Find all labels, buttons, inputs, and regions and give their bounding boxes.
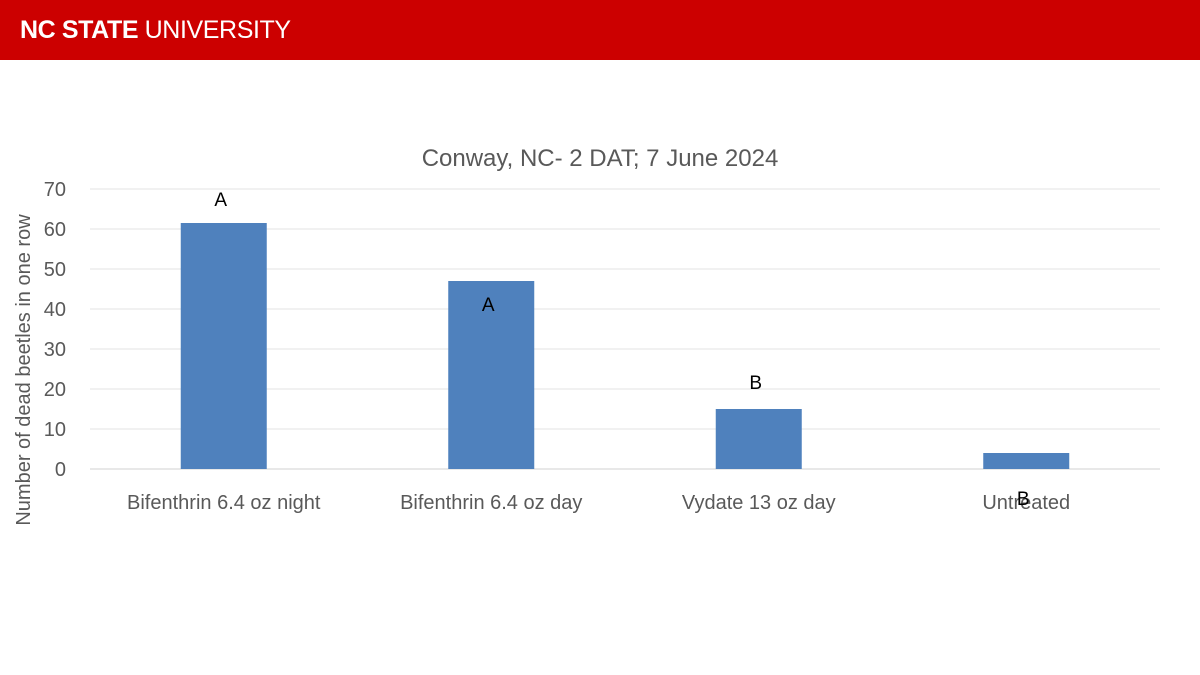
y-tick-label: 60 (44, 219, 66, 241)
y-tick-label: 30 (44, 339, 66, 361)
y-tick-label: 40 (44, 299, 66, 321)
x-axis-categories: Bifenthrin 6.4 oz night Bifenthrin 6.4 oz… (127, 492, 1070, 514)
logo-wordmark-light: UNIVERSITY (138, 16, 291, 44)
nc-state-logo: NC STATE UNIVERSITY (20, 14, 291, 46)
significance-letter: B (1017, 489, 1030, 510)
x-category-label: Bifenthrin 6.4 oz day (400, 492, 582, 514)
y-tick-label: 70 (44, 179, 66, 201)
x-category-label: Vydate 13 oz day (682, 492, 836, 514)
x-category-label: Bifenthrin 6.4 oz night (127, 492, 321, 514)
bar (448, 281, 535, 469)
y-tick-label: 20 (44, 379, 66, 401)
bar (983, 453, 1070, 469)
y-axis-title: Number of dead beetles in one row (13, 214, 35, 526)
significance-letter: A (482, 295, 495, 316)
bar (180, 223, 267, 469)
bars (180, 223, 1070, 469)
x-category-label: Untreated (982, 492, 1070, 514)
bar-chart: Conway, NC- 2 DAT; 7 June 2024 0 10 20 30 40… (13, 145, 1160, 526)
y-tick-label: 10 (44, 419, 66, 441)
significance-letter: A (214, 190, 227, 211)
y-axis-ticks: 0 10 20 30 40 50 60 70 (44, 179, 66, 481)
bar (715, 409, 802, 469)
gridlines (90, 188, 1160, 470)
y-tick-label: 50 (44, 259, 66, 281)
chart-container: Conway, NC- 2 DAT; 7 June 2024 0 10 20 30 40… (0, 60, 1200, 675)
brand-header-bar: NC STATE UNIVERSITY (0, 0, 1200, 60)
significance-letters: A A B B (214, 190, 1029, 510)
chart-title: Conway, NC- 2 DAT; 7 June 2024 (422, 145, 779, 172)
y-tick-label: 0 (55, 459, 66, 481)
logo-wordmark-strong: NC STATE (20, 16, 139, 44)
significance-letter: B (749, 373, 762, 394)
